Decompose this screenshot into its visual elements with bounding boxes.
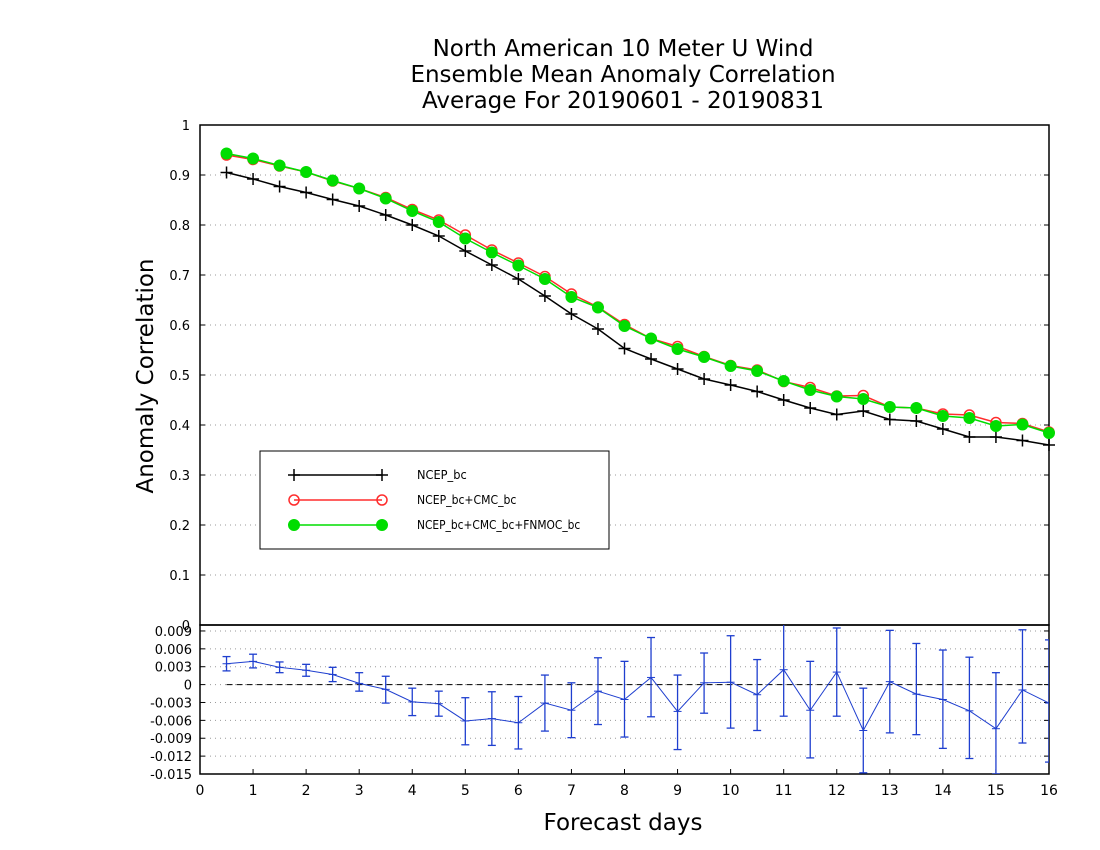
- series-2-point: [432, 216, 445, 228]
- series-2-point: [645, 332, 658, 345]
- x-tick-label: 0: [196, 783, 205, 799]
- series-2-point: [220, 147, 233, 160]
- x-tick-label: 11: [775, 783, 793, 799]
- legend-marker-1: [288, 494, 300, 506]
- x-tick-label: 16: [1040, 783, 1058, 799]
- series-2-point: [671, 343, 684, 355]
- x-tick-label: 7: [567, 783, 576, 799]
- series-2-point: [1016, 418, 1029, 431]
- x-tick-label: 3: [355, 783, 364, 799]
- series-2-point: [989, 420, 1002, 432]
- series-2-point: [247, 152, 260, 165]
- top-y-tick-label: 0: [182, 619, 190, 634]
- series-2-point: [777, 375, 790, 387]
- bottom-y-tick-label: -0.003: [150, 696, 192, 711]
- top-y-tick-label: 0.8: [169, 219, 190, 234]
- bottom-y-tick-label: -0.009: [150, 732, 192, 747]
- x-tick-label: 2: [302, 783, 311, 799]
- series-line-2: [226, 152, 1050, 434]
- top-y-tick-label: 0.4: [169, 419, 190, 434]
- bottom-y-tick-label: 0.003: [155, 661, 192, 676]
- series-2-point: [459, 232, 472, 245]
- series-2-point: [1043, 427, 1055, 439]
- difference-group: [222, 625, 1049, 774]
- x-tick-label: 6: [514, 783, 523, 799]
- bottom-y-tick-label: 0.006: [155, 643, 192, 658]
- series-2-point: [936, 410, 949, 422]
- bottom-y-tick-label: 0.009: [155, 625, 192, 640]
- top-y-tick-label: 0.2: [169, 519, 190, 534]
- series-2-point: [910, 402, 923, 414]
- bottom-y-tick-label: -0.012: [150, 750, 192, 765]
- series-2-point: [406, 205, 419, 217]
- x-tick-label: 4: [408, 783, 417, 799]
- series-2-point: [353, 182, 366, 195]
- legend-marker-1: [376, 494, 388, 506]
- series-2-point: [724, 360, 737, 372]
- chart-title-line-2: Ensemble Mean Anomaly Correlation: [410, 62, 836, 88]
- x-tick-label: 12: [828, 783, 846, 799]
- legend-label-1: NCEP_bc+CMC_bc: [417, 493, 516, 507]
- top-y-tick-label: 0.1: [169, 569, 190, 584]
- top-y-tick-label: 0.7: [169, 269, 190, 284]
- x-tick-label: 14: [934, 783, 952, 799]
- series-2-point: [512, 259, 525, 272]
- x-tick-label: 9: [673, 783, 682, 799]
- series-2-point: [565, 291, 578, 303]
- difference-line: [226, 660, 1049, 732]
- series-line-0: [226, 171, 1050, 446]
- x-tick-label: 10: [722, 783, 740, 799]
- series-2-point: [830, 390, 843, 403]
- top-y-tick-label: 0.9: [169, 169, 190, 184]
- chart-title-line-3: Average For 20190601 - 20190831: [421, 88, 825, 114]
- series-2-point: [963, 412, 976, 424]
- legend-label-2: NCEP_bc+CMC_bc+FNMOC_bc: [417, 518, 580, 532]
- series-2-point: [591, 301, 604, 314]
- series-2-point: [485, 246, 498, 259]
- bottom-y-tick-label: 0: [184, 679, 192, 694]
- x-axis-label: Forecast days: [543, 810, 703, 836]
- series-2-point: [751, 365, 764, 377]
- top-y-tick-label: 0.6: [169, 319, 190, 334]
- x-tick-label: 13: [881, 783, 899, 799]
- series-2-point: [618, 320, 631, 332]
- x-tick-label: 1: [249, 783, 258, 799]
- x-tick-label: 8: [620, 783, 629, 799]
- x-tick-label: 15: [987, 783, 1005, 799]
- series-line-1: [226, 154, 1050, 433]
- series-2-point: [883, 401, 896, 413]
- top-y-tick-label: 0.5: [169, 369, 190, 384]
- series-2-point: [273, 159, 286, 172]
- top-y-tick-label: 1: [182, 119, 190, 134]
- series-2-point: [538, 273, 551, 285]
- series-2-point: [857, 393, 870, 405]
- bottom-y-tick-label: -0.006: [150, 714, 192, 729]
- chart-title-line-1: North American 10 Meter U Wind: [432, 36, 814, 62]
- series-2-point: [698, 351, 711, 363]
- legend-label-0: NCEP_bc: [417, 468, 467, 482]
- x-tick-label: 5: [461, 783, 470, 799]
- series-2-point: [300, 166, 313, 178]
- series-2-point: [379, 192, 392, 205]
- bottom-y-tick-label: -0.015: [150, 768, 192, 783]
- legend-marker-2: [288, 519, 300, 531]
- top-y-tick-label: 0.3: [169, 469, 190, 484]
- series-2-point: [804, 384, 817, 396]
- series-2-point: [326, 174, 339, 187]
- legend-marker-2: [376, 519, 388, 531]
